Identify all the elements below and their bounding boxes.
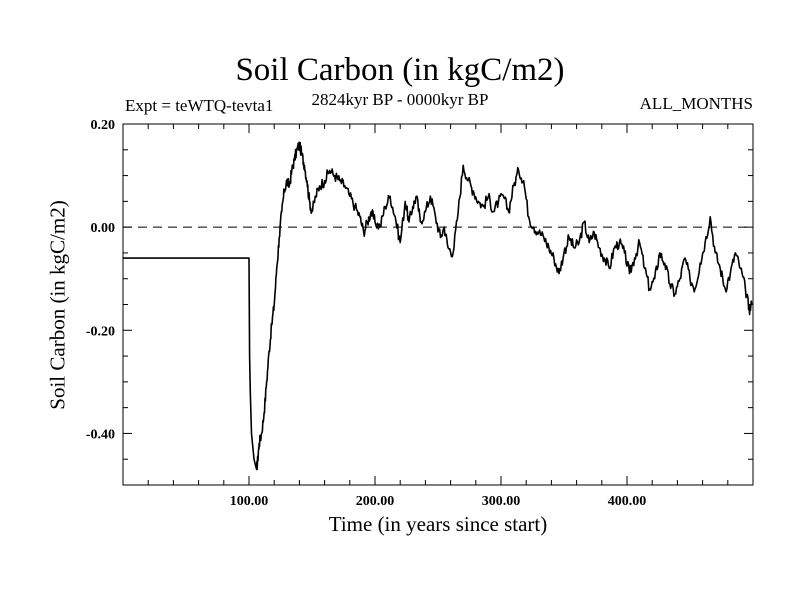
chart-title: Soil Carbon (in kgC/m2): [235, 52, 565, 88]
x-tick-label: 300.00: [482, 494, 521, 509]
x-tick-label: 100.00: [230, 494, 269, 509]
months-annotation: ALL_MONTHS: [639, 94, 753, 113]
y-tick-label: 0.00: [91, 221, 116, 236]
chart-subtitle: 2824kyr BP - 0000kyr BP: [311, 90, 489, 109]
experiment-annotation: Expt = teWTQ-tevta1: [125, 96, 274, 115]
plot-frame: [122, 123, 754, 486]
x-axis-label: Time (in years since start): [328, 512, 548, 536]
x-tick-label: 400.00: [608, 494, 647, 509]
y-tick-label: -0.20: [86, 324, 115, 339]
y-tick-label: 0.20: [91, 118, 116, 133]
data-series-line: [123, 141, 753, 471]
y-tick-label: -0.40: [86, 427, 115, 442]
x-tick-label: 200.00: [356, 494, 395, 509]
